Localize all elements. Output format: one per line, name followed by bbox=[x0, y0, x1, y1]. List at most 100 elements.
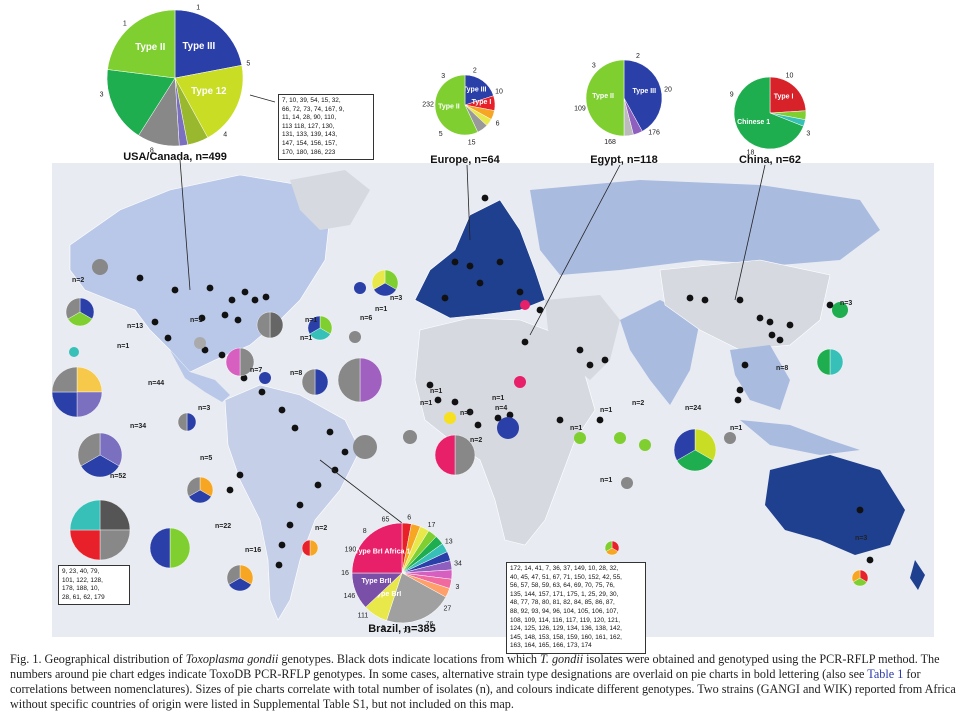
pie-europe-slice-label: Type III bbox=[463, 87, 487, 94]
n-label: n=8 bbox=[290, 370, 302, 377]
isolate-dot bbox=[736, 386, 744, 394]
small-pie-slice bbox=[194, 337, 206, 349]
n-label: n=24 bbox=[685, 405, 701, 412]
leader-line bbox=[529, 164, 621, 336]
pie-usa-canada-slice-label: Type III bbox=[182, 41, 215, 52]
pie-brazil-edge-number: 65 bbox=[382, 516, 390, 523]
small-pie-slice bbox=[69, 499, 101, 531]
isolate-dot bbox=[441, 294, 449, 302]
isolate-dot bbox=[866, 556, 874, 564]
pie-egypt-slice-label: Type III bbox=[632, 88, 656, 95]
pie-brazil-slice-label: Type BrI Africa 1 bbox=[355, 548, 411, 556]
small-pie bbox=[65, 297, 95, 327]
small-pie-charts bbox=[51, 259, 869, 592]
isolate-dot bbox=[286, 521, 294, 529]
pie-egypt: Type III Type II 2 20 176 168 109 3 Egypt, n=118 bbox=[574, 53, 672, 166]
small-pie-slice bbox=[444, 412, 456, 424]
n-label: n=13 bbox=[127, 323, 143, 330]
small-pie-slice bbox=[384, 269, 399, 290]
pie-egypt-slice bbox=[623, 59, 663, 132]
pie-brazil-edge-number: 8 bbox=[363, 528, 367, 535]
isolate-dot bbox=[734, 396, 742, 404]
n-label: n=3 bbox=[855, 535, 867, 542]
isolate-dot bbox=[341, 448, 349, 456]
pie-china-edge-number: 3 bbox=[806, 131, 810, 138]
isolate-dot bbox=[736, 296, 744, 304]
east-asia-landmass bbox=[659, 259, 831, 351]
small-pie-slice bbox=[353, 435, 377, 459]
small-pie bbox=[51, 366, 103, 418]
small-pie bbox=[614, 432, 626, 444]
n-label: n=7 bbox=[250, 367, 262, 374]
leader-lines bbox=[179, 94, 766, 524]
small-pie bbox=[186, 476, 214, 504]
pie-egypt-slice-label: Type II bbox=[592, 93, 614, 100]
small-pie bbox=[301, 539, 319, 557]
small-pie bbox=[514, 376, 526, 388]
pie-egypt-edge-number: 3 bbox=[592, 63, 596, 70]
small-pie bbox=[851, 569, 869, 587]
small-pie-slice bbox=[309, 327, 331, 341]
small-pie-slice bbox=[307, 315, 321, 335]
small-pie bbox=[604, 540, 620, 556]
isolate-dot bbox=[521, 338, 529, 346]
small-pie bbox=[77, 432, 123, 478]
leader-line bbox=[179, 159, 191, 291]
isolate-dot bbox=[776, 336, 784, 344]
pie-usa-canada-edge-number: 3 bbox=[100, 92, 104, 99]
isolate-dot bbox=[701, 296, 709, 304]
n-label: n=1 bbox=[300, 335, 312, 342]
small-pie bbox=[574, 432, 586, 444]
n-label: n=1 bbox=[375, 306, 387, 313]
small-pie-slice bbox=[614, 432, 626, 444]
small-pie-slice bbox=[188, 489, 212, 504]
pie-brazil-edge-number: 6 bbox=[407, 514, 411, 521]
caption-table-link[interactable]: Table 1 bbox=[867, 667, 904, 681]
small-pie bbox=[225, 347, 255, 377]
pie-egypt-title: Egypt, n=118 bbox=[590, 154, 658, 166]
isolate-dot bbox=[466, 408, 474, 416]
pie-europe-slice-label: Type II bbox=[438, 104, 460, 111]
pie-brazil-edge-number: 27 bbox=[444, 605, 452, 612]
n-label: n=3 bbox=[198, 405, 210, 412]
pie-europe-slice-label: Type I bbox=[472, 99, 492, 106]
small-pie-slice bbox=[621, 477, 633, 489]
pie-brazil-edge-number: 71 bbox=[403, 628, 411, 635]
isolate-dot bbox=[516, 288, 524, 296]
small-pie-slice bbox=[92, 259, 108, 275]
small-pie bbox=[832, 302, 848, 318]
small-pie bbox=[353, 435, 377, 459]
pie-usa-canada-edge-number: 1 bbox=[196, 5, 200, 12]
southeast-asia-landmass bbox=[730, 345, 790, 410]
isolate-dot bbox=[236, 471, 244, 479]
small-pie-slice bbox=[349, 331, 361, 343]
n-label: n=16 bbox=[245, 547, 261, 554]
pie-europe-edge-number: 15 bbox=[468, 139, 476, 146]
small-pie-slice bbox=[514, 376, 526, 388]
small-pie-slice bbox=[259, 372, 271, 384]
n-label: n=1 bbox=[492, 395, 504, 402]
small-pie bbox=[816, 348, 844, 376]
pie-china-slice bbox=[769, 76, 807, 114]
isolate-dot bbox=[596, 416, 604, 424]
pie-china-title: China, n=62 bbox=[739, 154, 801, 166]
small-pie-slice bbox=[354, 282, 366, 294]
isolate-dot bbox=[164, 334, 172, 342]
pie-china-slice bbox=[733, 76, 804, 150]
isolate-dot bbox=[686, 294, 694, 302]
isolate-dot bbox=[278, 406, 286, 414]
small-pie-slice bbox=[434, 434, 456, 476]
small-pie-slice bbox=[239, 564, 254, 585]
pie-brazil: Type BrI Type BrII Type BrI Africa 1 6 17 13 3… bbox=[341, 514, 462, 635]
n-label: n=1 bbox=[600, 407, 612, 414]
isolate-dot bbox=[171, 286, 179, 294]
greenland bbox=[290, 170, 370, 230]
small-pie bbox=[92, 259, 108, 275]
small-pie-slice bbox=[371, 269, 386, 290]
small-pie-slice bbox=[301, 539, 311, 557]
isolate-dot bbox=[506, 411, 514, 419]
pie-usa-canada-slice bbox=[174, 64, 244, 138]
isolate-dot bbox=[586, 361, 594, 369]
small-pie bbox=[259, 372, 271, 384]
isolate-dot bbox=[768, 331, 776, 339]
